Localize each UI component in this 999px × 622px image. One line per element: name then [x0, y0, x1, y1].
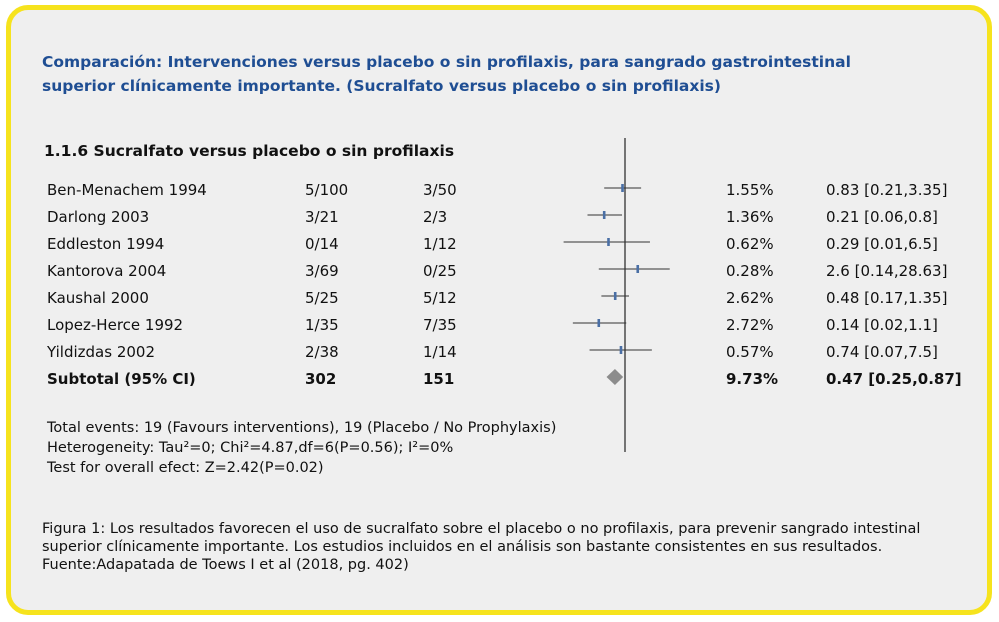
subtotal-label: Subtotal (95% CI)	[47, 370, 196, 388]
control-events: 1/12	[423, 235, 457, 253]
effect-ci: 0.83 [0.21,3.35]	[826, 181, 948, 199]
control-events: 5/12	[423, 289, 457, 307]
subtotal-interventions: 302	[305, 370, 337, 388]
weight: 2.72%	[726, 316, 774, 334]
point-estimate	[619, 346, 623, 354]
effect-ci: 0.48 [0.17,1.35]	[826, 289, 948, 307]
effect-ci: 0.74 [0.07,7.5]	[826, 343, 938, 361]
weight: 0.28%	[726, 262, 774, 280]
control-events: 3/50	[423, 181, 457, 199]
caption-source: Fuente:Adapatada de Toews I et al (2018,…	[42, 557, 409, 573]
control-events: 7/35	[423, 316, 457, 334]
interventions-events: 2/38	[305, 343, 339, 361]
interventions-events: 0/14	[305, 235, 339, 253]
weight: 0.57%	[726, 343, 774, 361]
effect-ci: 0.14 [0.02,1.1]	[826, 316, 938, 334]
title-line-2: superior clínicamente importante. (Sucra…	[42, 77, 721, 95]
weight: 2.62%	[726, 289, 774, 307]
subtotal-effect-ci: 0.47 [0.25,0.87]	[826, 370, 962, 388]
study-name: Kaushal 2000	[47, 289, 149, 307]
heterogeneity: Heterogeneity: Tau²=0; Chi²=4.87,df=6(P=…	[47, 440, 454, 456]
point-estimate	[636, 265, 640, 273]
figure-title: Comparación: Intervenciones versus place…	[42, 50, 942, 98]
study-name: Yildizdas 2002	[47, 343, 155, 361]
subtotal-diamond	[606, 369, 624, 385]
weight: 1.55%	[726, 181, 774, 199]
interventions-events: 3/69	[305, 262, 339, 280]
control-events: 0/25	[423, 262, 457, 280]
subtotal-weight: 9.73%	[726, 370, 779, 388]
point-estimate	[613, 292, 617, 300]
study-name: Kantorova 2004	[47, 262, 167, 280]
point-estimate	[621, 184, 624, 192]
interventions-events: 3/21	[305, 208, 339, 226]
study-name: Darlong 2003	[47, 208, 150, 226]
control-events: 1/14	[423, 343, 457, 361]
overall-effect-test: Test for overall efect: Z=2.42(P=0.02)	[47, 460, 324, 476]
effect-ci: 2.6 [0.14,28.63]	[826, 262, 948, 280]
effect-ci: 0.21 [0.06,0.8]	[826, 208, 938, 226]
title-line-1: Comparación: Intervenciones versus place…	[42, 53, 851, 71]
caption-line-2: superior clínicamente importante. Los es…	[42, 539, 883, 555]
effect-ci: 0.29 [0.01,6.5]	[826, 235, 938, 253]
study-name: Eddleston 1994	[47, 235, 165, 253]
section-title: 1.1.6 Sucralfato versus placebo o sin pr…	[44, 142, 455, 160]
point-estimate	[607, 238, 610, 246]
point-estimate	[597, 319, 601, 327]
figure-frame	[6, 5, 992, 615]
total-events: Total events: 19 (Favours interventions)…	[47, 420, 557, 436]
weight: 1.36%	[726, 208, 774, 226]
subtotal-control: 151	[423, 370, 455, 388]
interventions-events: 5/25	[305, 289, 339, 307]
control-events: 2/3	[423, 208, 448, 226]
study-name: Ben-Menachem 1994	[47, 181, 207, 199]
study-name: Lopez-Herce 1992	[47, 316, 184, 334]
caption-line-1: Figura 1: Los resultados favorecen el us…	[42, 521, 921, 537]
figure-caption: Figura 1: Los resultados favorecen el us…	[42, 520, 962, 574]
point-estimate	[602, 211, 606, 219]
weight: 0.62%	[726, 235, 774, 253]
interventions-events: 5/100	[305, 181, 349, 199]
interventions-events: 1/35	[305, 316, 339, 334]
forest-plot	[563, 138, 670, 452]
